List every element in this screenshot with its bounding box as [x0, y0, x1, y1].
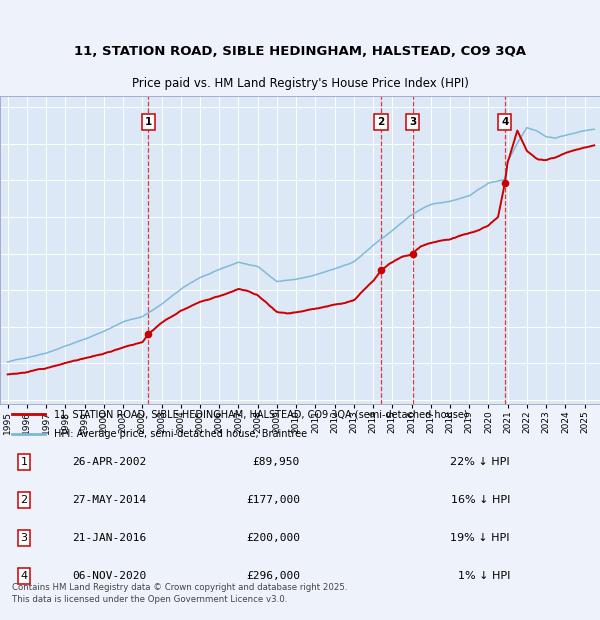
Text: 1% ↓ HPI: 1% ↓ HPI [458, 571, 510, 581]
Text: 1: 1 [145, 117, 152, 127]
Text: £89,950: £89,950 [253, 457, 300, 467]
Text: Contains HM Land Registry data © Crown copyright and database right 2025.
This d: Contains HM Land Registry data © Crown c… [12, 583, 347, 604]
Text: 3: 3 [409, 117, 416, 127]
Text: Price paid vs. HM Land Registry's House Price Index (HPI): Price paid vs. HM Land Registry's House … [131, 77, 469, 90]
Text: 4: 4 [501, 117, 508, 127]
Text: £296,000: £296,000 [246, 571, 300, 581]
Text: HPI: Average price, semi-detached house, Braintree: HPI: Average price, semi-detached house,… [54, 428, 307, 438]
Text: 22% ↓ HPI: 22% ↓ HPI [451, 457, 510, 467]
Text: 11, STATION ROAD, SIBLE HEDINGHAM, HALSTEAD, CO9 3QA (semi-detached house): 11, STATION ROAD, SIBLE HEDINGHAM, HALST… [54, 409, 467, 420]
Text: 4: 4 [20, 571, 28, 581]
Text: 21-JAN-2016: 21-JAN-2016 [72, 533, 146, 543]
Text: 16% ↓ HPI: 16% ↓ HPI [451, 495, 510, 505]
Text: £177,000: £177,000 [246, 495, 300, 505]
Text: £200,000: £200,000 [246, 533, 300, 543]
Text: 19% ↓ HPI: 19% ↓ HPI [451, 533, 510, 543]
Text: 3: 3 [20, 533, 28, 543]
Text: 11, STATION ROAD, SIBLE HEDINGHAM, HALSTEAD, CO9 3QA: 11, STATION ROAD, SIBLE HEDINGHAM, HALST… [74, 45, 526, 58]
Text: 26-APR-2002: 26-APR-2002 [72, 457, 146, 467]
Text: 2: 2 [377, 117, 385, 127]
Text: 1: 1 [20, 457, 28, 467]
Text: 2: 2 [20, 495, 28, 505]
Text: 06-NOV-2020: 06-NOV-2020 [72, 571, 146, 581]
Text: 27-MAY-2014: 27-MAY-2014 [72, 495, 146, 505]
